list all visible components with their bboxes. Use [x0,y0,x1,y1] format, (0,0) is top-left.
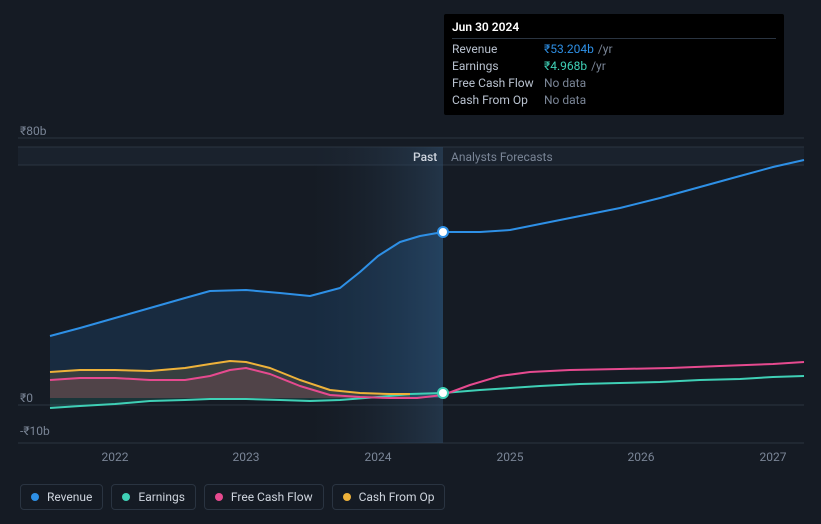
tooltip-row-value: ₹4.968b [544,58,587,75]
x-tick-label: 2026 [628,450,655,464]
marker-revenue [438,227,448,237]
legend-dot [215,493,223,501]
x-tick-label: 2027 [760,450,787,464]
tooltip-row: Revenue₹53.204b/yr [452,41,776,58]
y-tick-label: ₹0 [20,391,33,405]
legend-item-revenue[interactable]: Revenue [20,484,103,510]
tooltip-row-value: No data [544,75,586,92]
legend-dot [31,493,39,501]
legend-item-cash-from-op[interactable]: Cash From Op [332,484,446,510]
y-tick-label: ₹80b [20,124,46,138]
financial-chart: ₹80b ₹0 -₹10b Past Analysts Forecasts 2022… [0,0,821,524]
tooltip-row-label: Revenue [452,41,544,58]
legend-label: Revenue [47,490,92,504]
tooltip-row-value: No data [544,92,586,109]
legend-label: Earnings [138,490,185,504]
legend-item-free-cash-flow[interactable]: Free Cash Flow [204,484,324,510]
forecast-label: Analysts Forecasts [451,150,553,164]
legend-label: Free Cash Flow [231,490,313,504]
tooltip-row-label: Earnings [452,58,544,75]
legend-label: Cash From Op [359,490,435,504]
tooltip-row: Earnings₹4.968b/yr [452,58,776,75]
chart-tooltip: Jun 30 2024 Revenue₹53.204b/yrEarnings₹4… [444,14,784,115]
tooltip-row-value: ₹53.204b [544,41,594,58]
tooltip-row: Cash From OpNo data [452,92,776,109]
tooltip-row-label: Cash From Op [452,92,544,109]
tooltip-row-unit: /yr [598,41,613,58]
tooltip-title: Jun 30 2024 [452,20,776,39]
past-label: Past [413,150,437,164]
tooltip-row: Free Cash FlowNo data [452,75,776,92]
x-tick-label: 2025 [497,450,524,464]
x-tick-label: 2024 [365,450,392,464]
marker-earnings [438,388,448,398]
chart-legend: Revenue Earnings Free Cash Flow Cash From O… [20,484,445,510]
y-tick-label: -₹10b [20,424,50,438]
tooltip-row-unit: /yr [591,58,606,75]
legend-item-earnings[interactable]: Earnings [111,484,196,510]
tooltip-row-label: Free Cash Flow [452,75,544,92]
legend-dot [343,493,351,501]
x-tick-label: 2023 [233,450,260,464]
x-tick-label: 2022 [102,450,129,464]
legend-dot [122,493,130,501]
